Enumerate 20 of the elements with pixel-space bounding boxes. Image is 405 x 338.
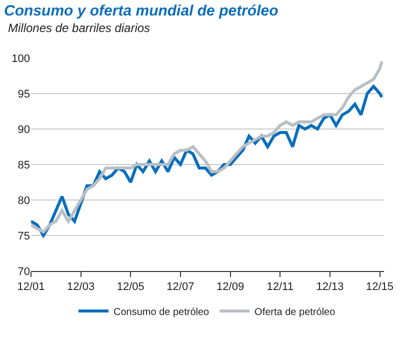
legend-label: Consumo de petróleo: [114, 306, 210, 318]
legend-label: Oferta de petróleo: [254, 306, 336, 318]
x-tick-label: 12/03: [67, 281, 95, 294]
y-tick-label: 75: [18, 230, 30, 242]
x-tick-label: 12/09: [216, 281, 244, 294]
x-tick-label: 12/11: [266, 281, 294, 294]
chart-title: Consumo y oferta mundial de petróleo: [4, 2, 278, 20]
line-series: [31, 60, 384, 234]
x-tick-label: 12/13: [316, 281, 344, 294]
x-tick-label: 12/07: [166, 281, 194, 294]
y-tick-label: 80: [18, 194, 30, 207]
y-tick-label: 100: [12, 52, 30, 65]
x-tick-label: 12/01: [17, 281, 45, 294]
y-tick-label: 70: [18, 266, 30, 278]
y-tick-label: 85: [18, 159, 30, 172]
x-tick-label: 12/05: [116, 281, 144, 294]
y-tick-label: 95: [18, 88, 30, 100]
x-tick-label: 12/15: [366, 281, 394, 294]
chart-subtitle: Millones de barriles diarios: [8, 21, 150, 35]
y-tick-label: 90: [18, 124, 30, 136]
